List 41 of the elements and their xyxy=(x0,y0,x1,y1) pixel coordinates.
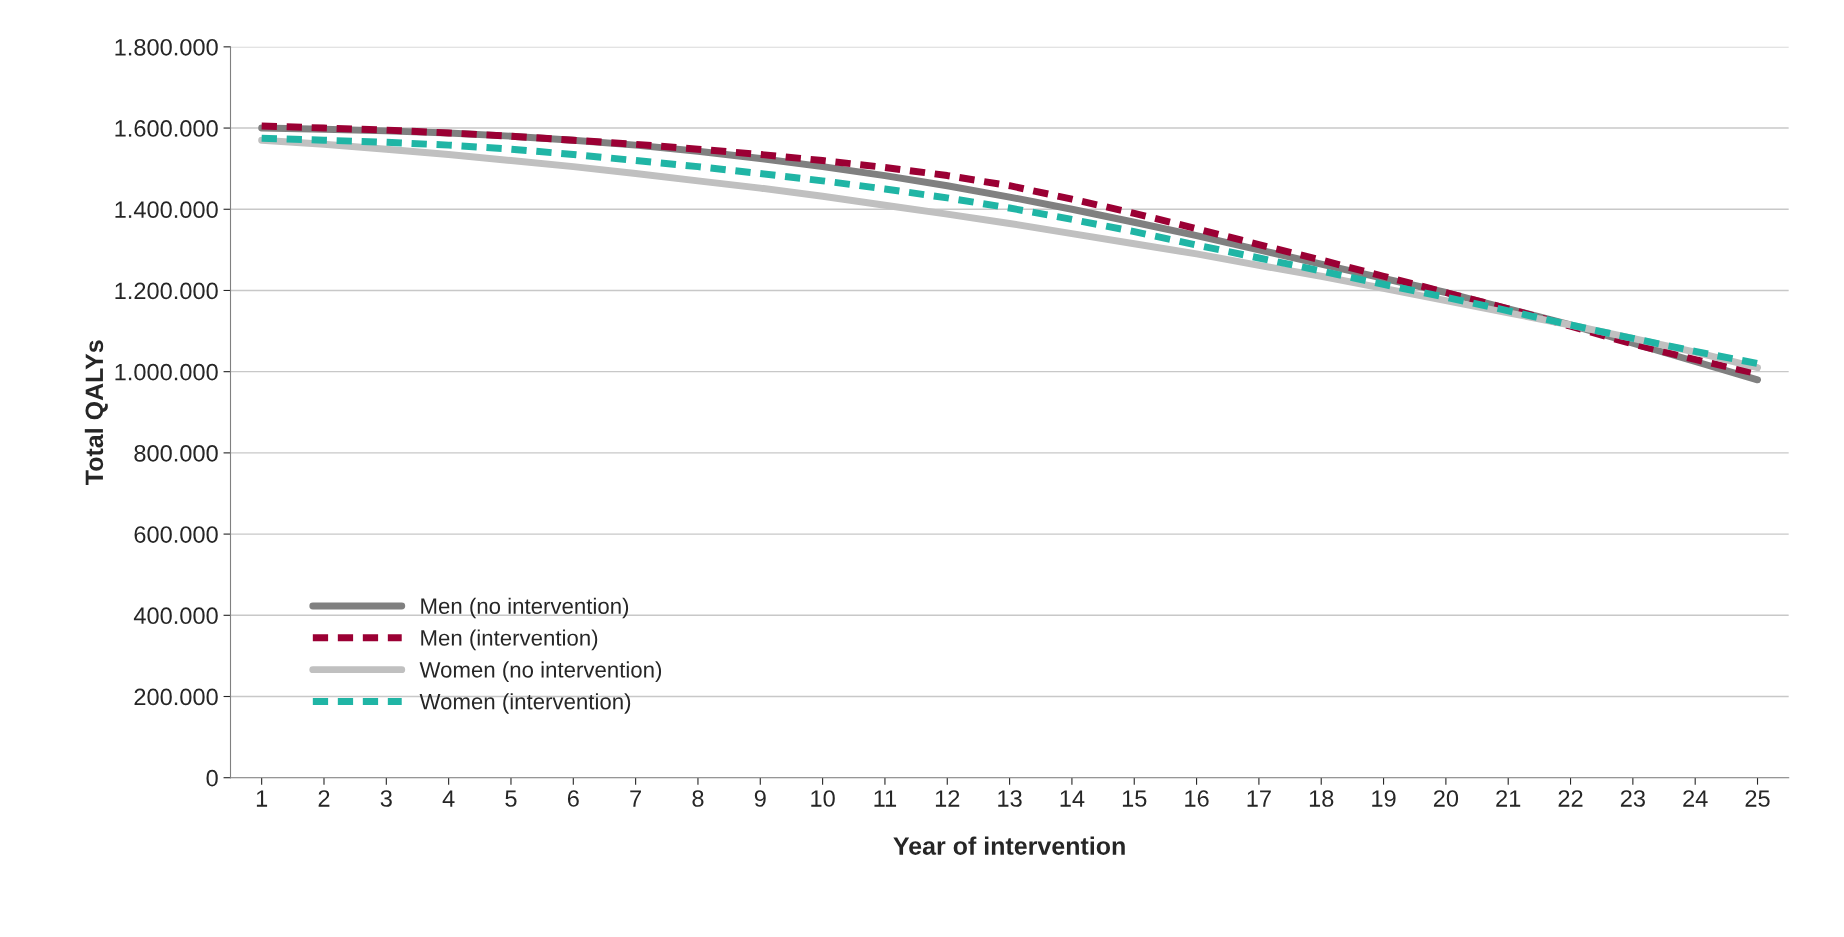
x-tick-label: 18 xyxy=(1309,790,1334,807)
x-tick-label: 24 xyxy=(1683,790,1708,807)
x-tick-label: 2 xyxy=(318,790,330,807)
x-tick-label: 20 xyxy=(1433,790,1459,807)
x-tick-label: 19 xyxy=(1372,790,1396,807)
y-tick-label: 1.200.000 xyxy=(115,282,218,300)
x-tick-label: 23 xyxy=(1620,790,1645,807)
x-tick-label: 8 xyxy=(692,790,704,807)
x-axis-title: Year of intervention xyxy=(893,836,1125,855)
x-tick-label: 11 xyxy=(874,790,897,807)
y-tick-label: 1.000.000 xyxy=(115,363,218,381)
legend-label: Men (no intervention) xyxy=(421,597,629,619)
x-tick-label: 21 xyxy=(1496,790,1521,807)
legend-label: Women (no intervention) xyxy=(419,661,662,683)
x-tick-label: 3 xyxy=(380,790,392,807)
x-tick-label: 17 xyxy=(1247,790,1271,807)
x-tick-label: 4 xyxy=(442,790,455,807)
legend-label: Men (intervention) xyxy=(421,629,598,651)
x-tick-label: 15 xyxy=(1122,790,1147,807)
x-tick-label: 5 xyxy=(505,790,517,807)
y-tick-label: 800.000 xyxy=(134,444,218,462)
x-tick-label: 16 xyxy=(1185,790,1209,807)
x-tick-label: 10 xyxy=(811,790,835,807)
x-tick-label: 1 xyxy=(256,790,268,807)
y-tick-label: 600.000 xyxy=(134,526,218,543)
x-tick-label: 25 xyxy=(1745,790,1770,807)
y-tick-label: 0 xyxy=(206,769,218,787)
y-tick-label: 1.600.000 xyxy=(115,120,218,137)
y-tick-label: 1.800.000 xyxy=(115,38,218,56)
x-tick-label: 22 xyxy=(1558,790,1583,807)
x-tick-label: 13 xyxy=(998,790,1022,807)
x-tick-label: 7 xyxy=(630,790,642,807)
legend-label: Women (intervention) xyxy=(419,693,631,714)
x-tick-label: 14 xyxy=(1060,790,1085,807)
y-axis-title: Total QALYs xyxy=(84,340,108,485)
y-tick-label: 1.400.000 xyxy=(115,201,218,219)
x-tick-label: 6 xyxy=(567,790,579,807)
x-tick-label: 9 xyxy=(754,790,766,807)
y-tick-label: 200.000 xyxy=(134,688,218,706)
x-tick-label: 12 xyxy=(935,790,960,807)
y-tick-label: 400.000 xyxy=(133,607,218,625)
